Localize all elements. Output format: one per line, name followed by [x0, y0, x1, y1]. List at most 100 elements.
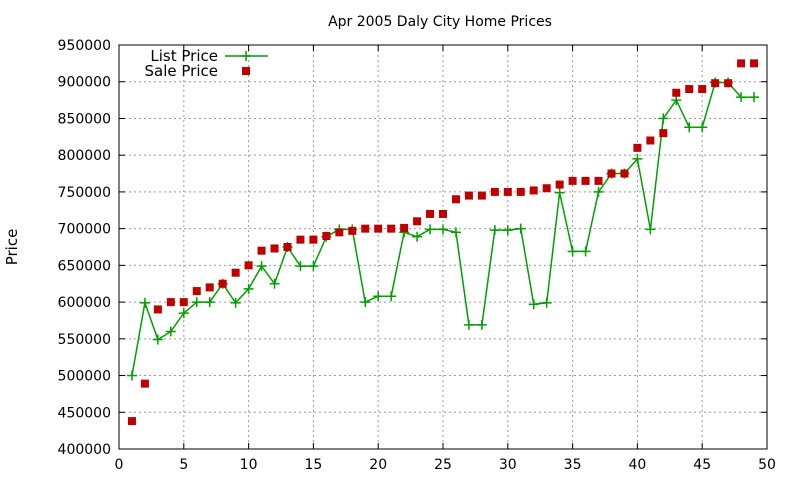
x-tick-label: 5: [179, 457, 188, 473]
y-tick-label: 450000: [58, 405, 111, 421]
axis-ticks: [118, 44, 768, 450]
legend-label-list-price: List Price: [150, 47, 218, 65]
x-tick-label: 25: [434, 457, 452, 473]
data-point-list-price: [386, 291, 397, 302]
data-point-list-price: [684, 122, 695, 133]
data-point-list-price: [632, 153, 643, 164]
y-tick-label: 800000: [58, 148, 111, 164]
y-axis-tick-labels: 400000 450000 500000 550000 600000 650000 7000…: [58, 38, 111, 458]
data-point-list-price: [412, 231, 423, 242]
data-point-sale-price: [296, 235, 305, 244]
data-point-list-price: [502, 225, 513, 236]
x-tick-label: 45: [693, 457, 711, 473]
x-tick-label: 30: [499, 457, 517, 473]
chart-title: Apr 2005 Daly City Home Prices: [328, 14, 552, 30]
data-point-sale-price: [231, 268, 240, 277]
data-point-sale-price: [529, 186, 538, 195]
data-point-sale-price: [659, 129, 668, 138]
legend-cross: [241, 51, 251, 61]
data-point-sale-price: [270, 244, 279, 253]
data-point-list-price: [165, 326, 176, 337]
data-point-sale-price: [451, 195, 460, 204]
data-point-list-price: [243, 283, 254, 294]
data-point-sale-price: [516, 187, 525, 196]
legend-square: [242, 67, 250, 75]
legend: List Price Sale Price: [145, 47, 268, 80]
x-tick-label: 10: [240, 457, 258, 473]
data-point-sale-price: [685, 85, 694, 94]
data-point-sale-price: [477, 191, 486, 200]
data-point-list-price: [191, 297, 202, 308]
y-tick-label: 500000: [58, 369, 111, 385]
data-point-sale-price: [555, 180, 564, 189]
data-point-sale-price: [127, 417, 136, 426]
data-point-list-price: [139, 297, 150, 308]
data-point-list-price: [463, 319, 474, 330]
data-point-sale-price: [426, 209, 435, 218]
data-point-sale-price: [335, 228, 344, 237]
y-axis-label: Price: [3, 229, 21, 266]
data-point-list-price: [269, 278, 280, 289]
data-point-sale-price: [672, 88, 681, 97]
data-point-sale-price: [283, 243, 292, 251]
series: [126, 59, 760, 426]
data-point-list-price: [749, 92, 760, 103]
data-point-list-price: [308, 261, 319, 272]
data-point-list-price: [178, 308, 189, 319]
x-tick-label: 0: [115, 457, 124, 473]
data-point-list-price: [658, 113, 669, 124]
data-point-list-price: [528, 299, 539, 310]
data-point-sale-price: [581, 176, 590, 185]
data-point-sale-price: [646, 136, 655, 145]
data-point-list-price: [438, 224, 448, 235]
data-point-list-price: [230, 297, 241, 308]
y-tick-label: 700000: [58, 222, 111, 238]
y-tick-label: 900000: [58, 75, 111, 91]
data-point-sale-price: [464, 191, 473, 200]
data-point-sale-price: [322, 231, 331, 240]
data-point-list-price: [671, 95, 682, 106]
data-point-sale-price: [348, 226, 357, 235]
grid: [119, 45, 767, 449]
data-point-sale-price: [413, 217, 422, 226]
data-point-sale-price: [374, 224, 383, 233]
data-point-sale-price: [244, 261, 253, 270]
data-point-sale-price: [218, 279, 227, 288]
data-point-sale-price: [387, 224, 396, 233]
x-axis-tick-labels: 0 5 10 15 20 25 30 35 40 45 50: [115, 457, 776, 473]
data-point-sale-price: [568, 176, 577, 185]
data-point-sale-price: [737, 59, 746, 68]
data-point-sale-price: [607, 169, 616, 178]
data-point-list-price: [152, 334, 163, 345]
data-point-list-price: [697, 122, 708, 133]
x-tick-label: 40: [628, 457, 646, 473]
data-point-list-price: [204, 297, 215, 308]
series-sale-price: [127, 59, 759, 426]
data-point-list-price: [489, 225, 500, 236]
data-point-sale-price: [503, 187, 512, 196]
data-point-sale-price: [309, 235, 318, 244]
y-tick-label: 600000: [58, 295, 111, 311]
y-tick-label: 550000: [58, 332, 111, 348]
data-point-list-price: [373, 291, 384, 302]
data-point-list-price: [593, 186, 604, 197]
data-point-sale-price: [620, 169, 629, 178]
data-point-list-price: [515, 223, 526, 234]
data-point-sale-price: [490, 187, 499, 196]
data-point-sale-price: [594, 176, 603, 185]
data-point-list-price: [450, 227, 461, 238]
data-point-sale-price: [257, 246, 266, 255]
data-point-list-price: [580, 246, 591, 257]
x-tick-label: 35: [564, 457, 582, 473]
data-point-list-price: [295, 261, 306, 272]
data-point-sale-price: [179, 298, 188, 307]
data-point-sale-price: [711, 79, 720, 88]
y-tick-label: 750000: [58, 185, 111, 201]
data-point-list-price: [541, 297, 552, 308]
legend-marker-list-price: [225, 51, 268, 61]
data-point-sale-price: [140, 379, 149, 388]
data-point-sale-price: [750, 59, 759, 68]
x-tick-label: 15: [304, 457, 322, 473]
legend-label-sale-price: Sale Price: [145, 62, 218, 80]
